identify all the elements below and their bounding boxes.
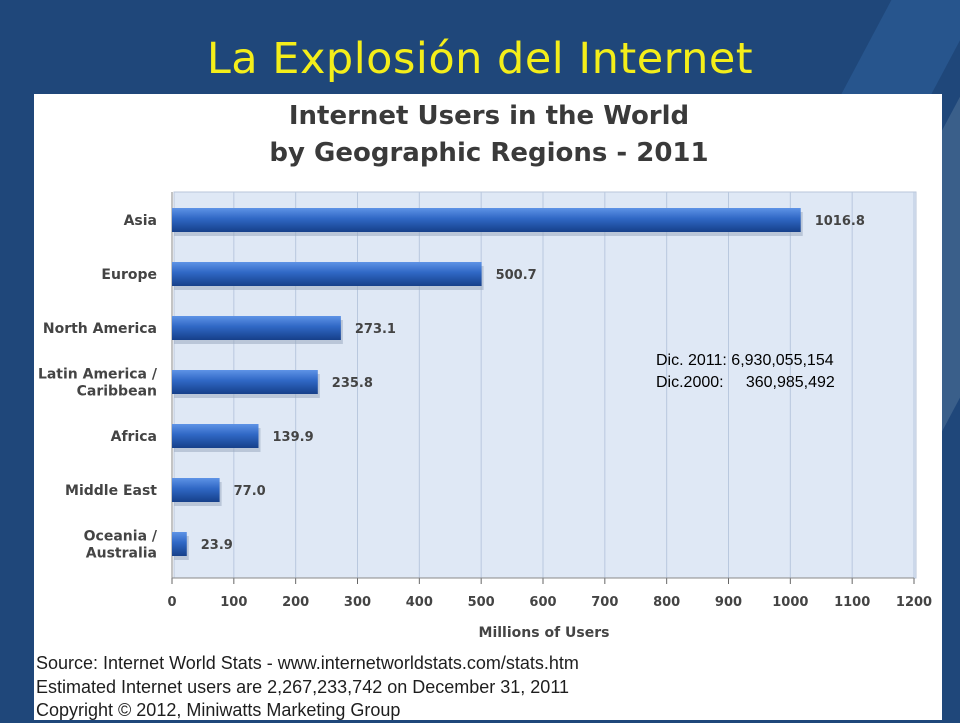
footer-estimate: Estimated Internet users are 2,267,233,7… xyxy=(36,676,570,697)
category-label: Australia xyxy=(86,546,157,562)
category-label: Europe xyxy=(101,267,157,283)
footer-copyright: Copyright © 2012, Miniwatts Marketing Gr… xyxy=(36,700,401,720)
bar xyxy=(172,262,482,286)
chart-footer: Source: Internet World Stats - www.inter… xyxy=(36,652,579,723)
bar-value-label: 235.8 xyxy=(332,376,373,391)
x-tick-label: 300 xyxy=(344,595,371,610)
x-tick-label: 400 xyxy=(406,595,433,610)
user-count-note: Dic. 2011: 6,930,055,154 Dic.2000: 360,9… xyxy=(656,350,835,394)
x-tick-label: 200 xyxy=(282,595,309,610)
bar xyxy=(172,208,801,232)
bar xyxy=(172,424,259,448)
category-label: Caribbean xyxy=(77,384,157,400)
x-tick-label: 0 xyxy=(167,595,176,610)
bar-value-label: 23.9 xyxy=(201,538,233,553)
bar-chart: 0 100 200 300 400 500 600 700 800 900 1000 1100 1200… xyxy=(38,101,932,641)
category-label: Latin America / xyxy=(38,367,158,383)
slide-title: La Explosión del Internet xyxy=(206,34,754,84)
chart-title-line-2: by Geographic Regions - 2011 xyxy=(269,138,708,168)
x-tick-label: 900 xyxy=(715,595,742,610)
x-tick-label: 800 xyxy=(653,595,680,610)
bar xyxy=(172,316,341,340)
x-tick-label: 1000 xyxy=(772,595,808,610)
category-label: North America xyxy=(43,321,157,337)
x-tick-label: 1200 xyxy=(896,595,932,610)
note-line-2011: Dic. 2011: 6,930,055,154 xyxy=(656,352,834,369)
chart-title-line-1: Internet Users in the World xyxy=(289,101,689,131)
category-label: Middle East xyxy=(65,483,157,499)
chart-panel: 0 100 200 300 400 500 600 700 800 900 1000 1100 1200… xyxy=(34,94,942,720)
note-line-2000: Dic.2000: 360,985,492 xyxy=(656,374,835,391)
x-tick-label: 500 xyxy=(468,595,495,610)
x-tick-label: 100 xyxy=(220,595,247,610)
x-axis-title: Millions of Users xyxy=(479,625,610,641)
x-tick-label: 700 xyxy=(591,595,618,610)
bar-value-label: 1016.8 xyxy=(815,214,865,229)
category-label: Oceania / xyxy=(84,529,158,545)
bar xyxy=(172,370,318,394)
bar-value-label: 273.1 xyxy=(355,322,396,337)
footer-source: Source: Internet World Stats - www.inter… xyxy=(36,653,579,673)
category-label: Africa xyxy=(111,429,157,445)
bar xyxy=(172,478,220,502)
bar-value-label: 77.0 xyxy=(234,484,266,499)
bar-value-label: 139.9 xyxy=(273,430,314,445)
x-tick-label: 1100 xyxy=(834,595,870,610)
bar-value-label: 500.7 xyxy=(496,268,537,283)
bar xyxy=(172,532,187,556)
x-tick-label: 600 xyxy=(529,595,556,610)
category-label: Asia xyxy=(124,213,157,229)
